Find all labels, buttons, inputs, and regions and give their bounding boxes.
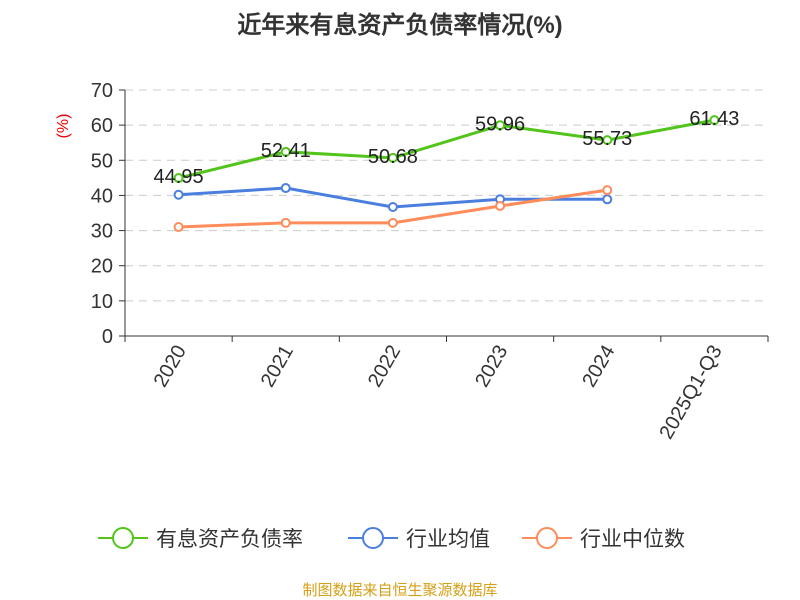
y-tick-label: 40 (91, 185, 113, 207)
data-label: 50.68 (368, 146, 418, 168)
x-tick-label: 2025Q1-Q3 (655, 342, 726, 444)
y-tick-label: 50 (91, 150, 113, 172)
legend-label[interactable]: 有息资产负债率 (156, 528, 303, 551)
series-line (178, 118, 715, 180)
data-point[interactable] (602, 194, 613, 205)
x-tick-label: 2020 (150, 342, 191, 392)
data-point[interactable] (387, 152, 398, 163)
data-point[interactable] (173, 189, 184, 200)
legend-marker-icon[interactable] (362, 527, 384, 549)
legend-marker-icon[interactable] (536, 527, 558, 549)
data-label: 61.43 (689, 108, 739, 130)
data-point[interactable] (280, 146, 291, 157)
data-point[interactable] (280, 217, 291, 228)
legend-label[interactable]: 行业均值 (406, 528, 490, 551)
data-label: 55.73 (582, 128, 632, 150)
x-tick-label: 2024 (578, 342, 619, 392)
data-point[interactable] (387, 217, 398, 228)
y-tick-label: 60 (91, 115, 113, 137)
footer-source: 制图数据来自恒生聚源数据库 (302, 582, 497, 599)
legend-marker-icon[interactable] (112, 527, 134, 549)
data-label: 59.96 (475, 113, 525, 135)
data-point[interactable] (495, 200, 506, 211)
data-point[interactable] (280, 183, 291, 194)
data-point[interactable] (173, 222, 184, 233)
x-tick-label: 2022 (364, 342, 405, 392)
data-label: 52.41 (261, 140, 311, 162)
y-tick-label: 20 (91, 256, 113, 278)
x-tick-label: 2021 (257, 342, 298, 392)
y-tick-label: 10 (91, 291, 113, 313)
legend-label[interactable]: 行业中位数 (580, 528, 685, 551)
y-tick-label: 70 (91, 80, 113, 102)
data-point[interactable] (602, 185, 613, 196)
data-point[interactable] (495, 120, 506, 131)
data-point[interactable] (602, 135, 613, 146)
data-point[interactable] (173, 173, 184, 184)
y-axis-label: (%) (55, 114, 72, 139)
data-point[interactable] (709, 115, 720, 126)
y-tick-label: 30 (91, 221, 113, 243)
x-tick-label: 2023 (471, 342, 512, 392)
data-label: 44.95 (154, 166, 204, 188)
data-point[interactable] (387, 202, 398, 213)
y-tick-label: 0 (102, 326, 113, 348)
chart-title: 近年来有息资产负债率情况(%) (237, 11, 562, 39)
